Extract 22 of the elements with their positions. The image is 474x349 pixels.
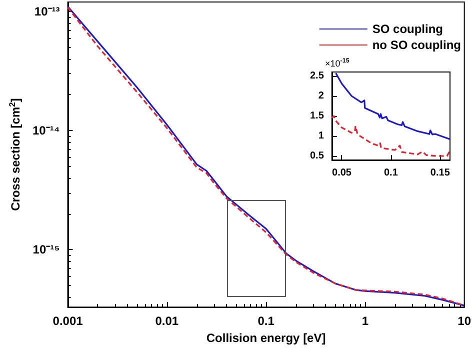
x-tick-label: 0.1 [258, 314, 275, 328]
x-tick-label: 0.001 [52, 314, 84, 328]
line-series [331, 115, 451, 158]
x-tick-label: 0.1 [384, 168, 398, 178]
y-tick-label: 2.5 [310, 70, 324, 82]
legend-label: no SO coupling [372, 38, 462, 52]
x-tick-label: 0.15 [430, 168, 450, 178]
y-tick-label: 0.5 [310, 150, 324, 162]
x-tick-label: 0.05 [332, 168, 352, 178]
x-axis-title: Collision energy [eV] [206, 331, 326, 345]
y-tick-label: 1 [318, 130, 324, 142]
y-tick-label: 10⁻¹⁵ [32, 242, 60, 257]
y-tick-label: 2 [318, 90, 324, 102]
y-tick-label: 10⁻¹³ [34, 4, 60, 18]
x-tick-label: 1 [362, 314, 369, 328]
x-tick-label: 10 [458, 314, 472, 328]
y-tick-label: 1.5 [310, 110, 324, 122]
x-tick-label: 0.01 [155, 314, 179, 328]
legend-label: SO coupling [372, 22, 444, 36]
y-tick-label: 10⁻¹⁴ [32, 124, 60, 138]
line-series [335, 72, 451, 140]
y-axis-title: Cross section [cm2] [7, 98, 23, 211]
